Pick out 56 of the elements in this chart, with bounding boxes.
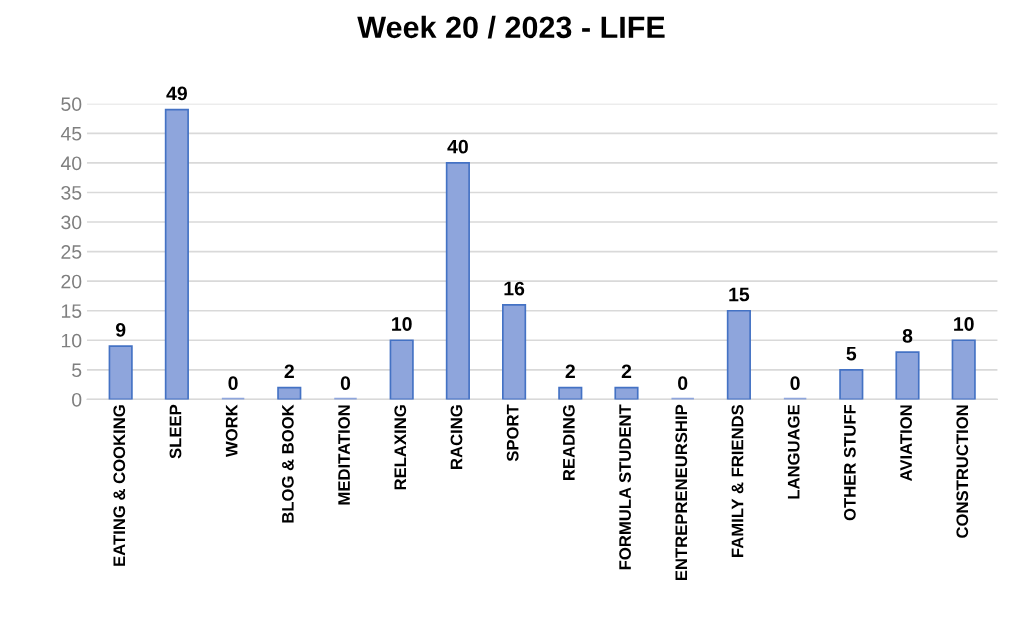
y-tick-label: 30 <box>61 215 82 230</box>
bar <box>839 369 864 400</box>
bar <box>108 345 133 400</box>
x-tick-label: AVIATION <box>900 405 912 482</box>
x-tick-label: EATING & COOKING <box>113 405 126 566</box>
y-tick-label: 15 <box>61 304 82 318</box>
x-tick-label: MEDITATION <box>338 405 350 505</box>
x-tick-label: OTHER STUFF <box>843 404 856 521</box>
data-label: 2 <box>621 364 632 378</box>
y-tick-label: 35 <box>61 185 82 200</box>
y-tick-label: 10 <box>61 333 82 348</box>
bar <box>445 162 470 400</box>
x-tick-label: RACING <box>450 405 463 469</box>
data-label: 5 <box>846 346 857 361</box>
x-tick-label: FAMILY & FRIENDS <box>731 404 744 557</box>
y-tick-label: 50 <box>61 97 82 112</box>
bar <box>614 386 639 400</box>
y-tick-label: 0 <box>72 392 82 407</box>
data-label: 49 <box>166 86 187 101</box>
data-label: 10 <box>954 317 974 331</box>
data-label: 40 <box>447 139 468 154</box>
data-label: 2 <box>565 364 575 378</box>
x-tick-label: LANGUAGE <box>787 404 800 499</box>
x-tick-label: BLOG & BOOK <box>281 404 294 523</box>
x-tick-label: CONSTRUCTION <box>956 405 969 538</box>
bar <box>389 339 414 400</box>
data-label: 10 <box>392 317 412 331</box>
x-tick-label: SPORT <box>506 404 519 462</box>
bar <box>502 303 527 400</box>
x-tick-label: ENTREPRENEURSHIP <box>675 404 688 581</box>
data-label: 0 <box>678 376 688 391</box>
bar <box>277 386 302 400</box>
y-tick-label: 45 <box>60 127 82 141</box>
data-label: 9 <box>115 323 126 337</box>
data-label: 0 <box>228 376 238 391</box>
data-label: 8 <box>902 328 913 343</box>
bar <box>164 108 189 400</box>
data-label: 16 <box>504 281 525 296</box>
y-tick-label: 25 <box>61 245 82 259</box>
bar <box>558 386 583 400</box>
x-tick-label: WORK <box>225 404 238 458</box>
data-label: 0 <box>790 376 800 391</box>
data-label: 15 <box>729 287 750 302</box>
y-tick-label: 40 <box>60 156 82 171</box>
x-tick-label: FORMULA STUDENT <box>619 404 631 570</box>
bar <box>951 339 976 400</box>
data-label: 2 <box>284 364 294 378</box>
chart-title: Week 20 / 2023 - LIFE <box>357 15 665 39</box>
x-tick-label: READING <box>562 405 575 481</box>
x-tick-label: SLEEP <box>169 404 182 459</box>
x-tick-label: RELAXING <box>394 405 407 490</box>
bar <box>895 351 920 400</box>
y-tick-label: 5 <box>72 363 82 378</box>
y-tick-label: 20 <box>61 274 82 289</box>
data-label: 0 <box>340 376 351 391</box>
bar <box>726 309 751 400</box>
